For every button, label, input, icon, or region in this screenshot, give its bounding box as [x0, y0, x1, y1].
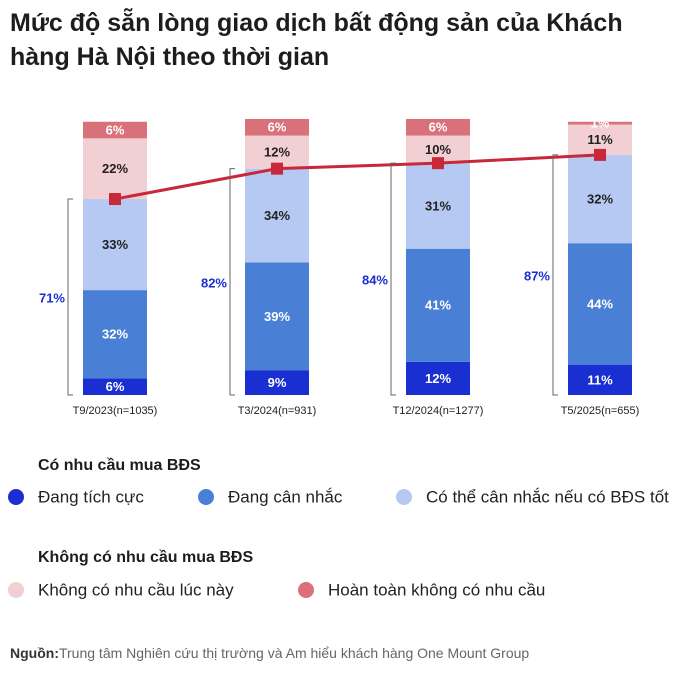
data-label: 32%: [587, 191, 613, 206]
source-text: Trung tâm Nghiên cứu thị trường và Am hi…: [59, 645, 529, 661]
bar-segment: [83, 199, 147, 291]
bar-segment: [83, 290, 147, 379]
legend-label: Đang tích cực: [38, 487, 144, 506]
legend-group-title: Có nhu cầu mua BĐS: [38, 457, 201, 474]
legend-swatch: [198, 489, 214, 505]
bar-segment: [245, 370, 309, 395]
legend-swatch: [8, 582, 24, 598]
legend-label: Không có nhu cầu lúc này: [38, 580, 234, 599]
data-label: 11%: [587, 372, 613, 387]
bar-segment: [83, 378, 147, 395]
data-label: 31%: [425, 198, 451, 213]
data-label: 22%: [102, 161, 128, 176]
chart-title: Mức độ sẵn lòng giao dịch bất động sản c…: [10, 9, 623, 71]
data-label: 12%: [264, 145, 290, 160]
legend-swatch: [396, 489, 412, 505]
legend-group-title: Không có nhu cầu mua BĐS: [38, 549, 253, 566]
legend-swatch: [8, 489, 24, 505]
line-label: 87%: [524, 268, 550, 283]
legend-label: Đang cân nhắc: [228, 487, 343, 506]
x-tick-label: T5/2025(n=655): [561, 405, 640, 417]
bar-segment: [406, 248, 470, 362]
data-label: 41%: [425, 298, 451, 313]
bracket: [229, 168, 235, 396]
line-marker: [109, 193, 121, 206]
data-label: 6%: [429, 120, 448, 135]
data-label: 12%: [425, 371, 451, 386]
data-label: 39%: [264, 309, 290, 324]
source-label: Nguồn:: [10, 645, 59, 661]
bracket: [390, 162, 396, 396]
x-tick-label: T12/2024(n=1277): [393, 405, 484, 417]
data-label: 6%: [106, 379, 125, 394]
line-label: 82%: [201, 275, 227, 290]
bar-segment: [245, 262, 309, 371]
data-label: 11%: [587, 132, 613, 147]
bracket: [67, 198, 73, 396]
data-label: 44%: [587, 296, 613, 311]
line-label: 84%: [362, 273, 388, 288]
bar-segment: [245, 168, 309, 263]
legend-swatch: [298, 582, 314, 598]
line-marker: [432, 157, 444, 170]
line-marker: [594, 148, 606, 161]
data-label: 9%: [268, 375, 287, 390]
x-tick-label: T3/2024(n=931): [238, 405, 317, 417]
bar-segment: [568, 121, 632, 125]
data-label: 10%: [425, 142, 451, 157]
bar-segment: [406, 119, 470, 136]
line-label: 71%: [39, 290, 65, 305]
bar-segment: [83, 138, 147, 200]
bar-segment: [83, 121, 147, 139]
bar-segment: [568, 154, 632, 244]
line: [114, 153, 601, 201]
legend-label: Hoàn toàn không có nhu cầu: [328, 580, 545, 599]
data-label: 6%: [268, 120, 287, 135]
bar-segment: [568, 364, 632, 395]
data-label: 32%: [102, 327, 128, 342]
bracket: [552, 154, 558, 396]
source: Nguồn:Trung tâm Nghiên cứu thị trường và…: [10, 645, 529, 661]
data-label: 34%: [264, 208, 290, 223]
data-label: 6%: [106, 122, 125, 137]
bar-segment: [245, 119, 309, 136]
bar-segment: [406, 361, 470, 395]
data-label: 33%: [102, 237, 128, 252]
bar-segment: [406, 163, 470, 249]
line-marker: [271, 162, 283, 175]
legend-label: Có thể cân nhắc nếu có BĐS tốt: [426, 487, 669, 506]
data-label: 1%: [591, 116, 610, 131]
x-tick-label: T9/2023(n=1035): [73, 405, 158, 417]
bar-segment: [568, 243, 632, 365]
